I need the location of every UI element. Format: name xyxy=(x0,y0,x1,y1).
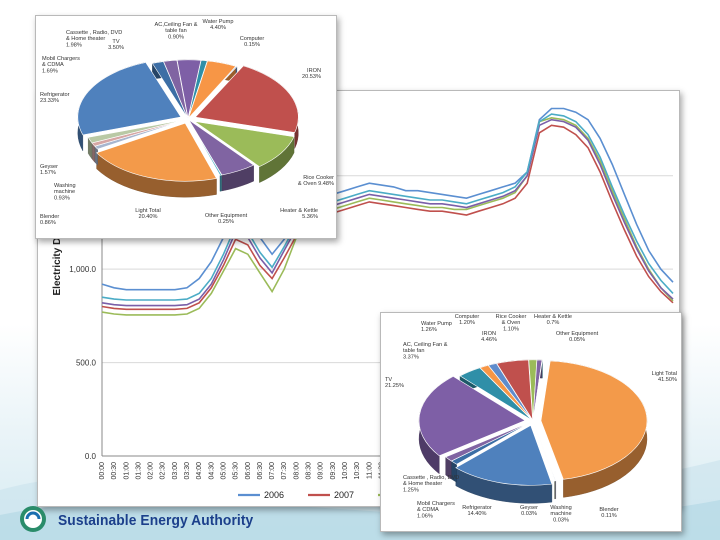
series-line-series-4 xyxy=(101,118,674,307)
pie-label: IRON 20.53% xyxy=(302,68,321,80)
x-tick-label: 08:30 xyxy=(306,462,313,480)
y-tick-label: 1,000.0 xyxy=(69,265,96,274)
x-tick-label: 05:00 xyxy=(220,462,227,480)
pie-chart-lower: Light Total 41.50% Blender 0.11% Washing mach… xyxy=(385,314,677,523)
pie-label: AC, Ceiling Fan & table fan 3.37% xyxy=(403,342,448,360)
x-tick-label: 00:30 xyxy=(111,462,118,480)
pie-slice xyxy=(188,119,255,176)
x-tick-label: 09:30 xyxy=(330,462,337,480)
x-tick-label: 02:30 xyxy=(160,462,167,480)
series-line-series-5 xyxy=(101,113,674,301)
x-tick-label: 07:30 xyxy=(281,462,288,480)
x-tick-label: 06:00 xyxy=(245,462,252,480)
x-tick-label: 03:30 xyxy=(184,462,191,480)
pie-slice xyxy=(445,421,532,462)
pie-slice xyxy=(532,359,543,420)
pie-label: TV 3.50% xyxy=(108,39,124,51)
pie-slice xyxy=(418,376,526,457)
pie-chart-panel-lower: Light Total 41.50% Blender 0.11% Washing mach… xyxy=(380,312,682,532)
x-tick-label: 06:30 xyxy=(257,462,264,480)
pie-label: Geyser 1.57% xyxy=(40,164,58,176)
pie-label: Heater & Kettle 0.7% xyxy=(534,314,572,326)
pie-slice xyxy=(87,119,187,144)
x-tick-label: 05:30 xyxy=(233,462,240,480)
pie-slice xyxy=(194,65,299,133)
x-tick-label: 02:00 xyxy=(148,462,155,480)
pie-label: Cassette , Radio, DVD & Home theater 1.25% xyxy=(403,475,459,493)
legend-label: 2006 xyxy=(264,490,284,500)
pie-slice xyxy=(188,60,208,118)
pie-slice xyxy=(77,62,182,136)
pie-label: Refrigerator 14.40% xyxy=(462,505,492,517)
x-tick-label: 08:00 xyxy=(293,462,300,480)
pie-label: Mobil Chargers & CDMA 1.06% xyxy=(417,501,455,519)
pie-label: Blender 0.86% xyxy=(40,214,59,226)
y-tick-label: 500.0 xyxy=(76,359,97,368)
pie-label: Other Equipment 0.05% xyxy=(556,331,599,343)
pie-label: TV 21.25% xyxy=(385,377,404,389)
x-tick-label: 01:00 xyxy=(123,462,130,480)
pie-label: Refrigerator 23.33% xyxy=(40,92,70,104)
pie-slice xyxy=(188,66,238,119)
pie-label: Light Total 20.40% xyxy=(135,208,160,220)
x-tick-label: 01:30 xyxy=(135,462,142,480)
x-tick-label: 10:30 xyxy=(354,462,361,480)
x-tick-label: 00:00 xyxy=(99,462,106,480)
pie-label: Mobil Chargers & CDMA 1.69% xyxy=(42,56,80,74)
pie-label: Water Pump 4.40% xyxy=(203,19,234,31)
pie-label: Rice Cooker & Oven 9.48% xyxy=(298,175,334,187)
pie-label: Washing machine 0.93% xyxy=(54,183,76,201)
pie-slice xyxy=(163,59,188,119)
pie-slice xyxy=(540,360,648,480)
pie-slice xyxy=(188,119,223,176)
pie-slice xyxy=(487,363,533,421)
x-tick-label: 03:00 xyxy=(172,462,179,480)
x-tick-label: 11:00 xyxy=(366,462,373,479)
pie-chart-upper: Refrigerator 23.33% Mobil Chargers & CDMA 1.… xyxy=(40,19,334,226)
series-line-2006 xyxy=(101,107,674,291)
pie-label: Computer 1.20% xyxy=(455,314,480,326)
y-tick-label: 0.0 xyxy=(85,452,97,461)
x-tick-label: 10:00 xyxy=(342,462,349,480)
pie-label: Light Total 41.50% xyxy=(652,371,677,383)
pie-label: Computer 0.15% xyxy=(240,36,265,48)
pie-chart-panel-upper: Refrigerator 23.33% Mobil Chargers & CDMA 1.… xyxy=(35,15,337,239)
pie-label: Rice Cooker & Oven 1.10% xyxy=(496,314,527,332)
pie-label: Cassette , Radio, DVD & Home theater 1.98% xyxy=(66,30,122,48)
series-line-2007 xyxy=(101,124,674,311)
pie-label: IRON 4.46% xyxy=(481,331,497,343)
pie-label: Heater & Kettle 5.36% xyxy=(280,208,318,220)
pie-label: Washing machine 0.03% xyxy=(550,505,572,523)
pie-slice xyxy=(533,422,556,482)
pie-slice xyxy=(455,424,553,486)
pie-label: Water Pump 1.26% xyxy=(421,321,452,333)
pie-label: Blender 0.11% xyxy=(599,507,618,519)
pie-slice xyxy=(194,121,295,167)
x-tick-label: 04:30 xyxy=(208,462,215,480)
x-tick-label: 09:00 xyxy=(318,462,325,480)
pie-slice-side xyxy=(219,174,222,192)
pie-slice xyxy=(96,122,217,182)
pie-slice xyxy=(496,359,533,421)
legend-label: 2007 xyxy=(334,490,354,500)
pie-label: AC,Ceiling Fan & table fan 0.90% xyxy=(155,22,198,40)
pie-label: Other Equipment 0.25% xyxy=(205,213,248,225)
brand-name: Sustainable Energy Authority xyxy=(58,512,254,529)
pie-label: Geyser 0.03% xyxy=(520,505,538,517)
series-line-2008 xyxy=(101,116,674,316)
authority-logo-icon xyxy=(20,506,46,532)
x-tick-label: 04:00 xyxy=(196,462,203,480)
x-tick-label: 07:00 xyxy=(269,462,276,480)
y-axis-label: Electricity Demand xyxy=(52,205,63,295)
